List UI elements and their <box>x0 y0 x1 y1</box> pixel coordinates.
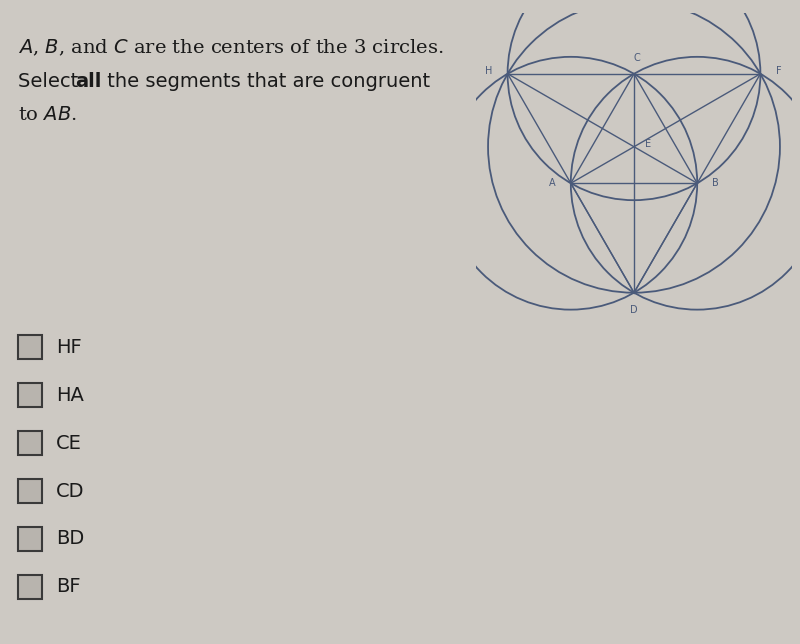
Bar <box>18 575 42 599</box>
Text: BF: BF <box>56 578 81 596</box>
Bar <box>18 479 42 503</box>
Text: D: D <box>630 305 638 315</box>
Text: H: H <box>485 66 492 76</box>
Text: HA: HA <box>56 386 84 404</box>
Text: Select: Select <box>18 72 85 91</box>
Bar <box>18 335 42 359</box>
Text: F: F <box>776 66 782 76</box>
Text: C: C <box>633 53 640 62</box>
Text: HF: HF <box>56 337 82 357</box>
Text: A: A <box>549 178 555 188</box>
Text: to $AB$.: to $AB$. <box>18 106 77 124</box>
Text: CD: CD <box>56 482 85 500</box>
Text: E: E <box>645 139 651 149</box>
Text: all: all <box>75 72 102 91</box>
Text: B: B <box>713 178 719 188</box>
Text: the segments that are congruent: the segments that are congruent <box>101 72 430 91</box>
Bar <box>18 431 42 455</box>
Bar <box>18 527 42 551</box>
Text: $A$, $B$, and $C$ are the centers of the 3 circles.: $A$, $B$, and $C$ are the centers of the… <box>18 38 443 58</box>
Bar <box>18 383 42 407</box>
Text: CE: CE <box>56 433 82 453</box>
Text: BD: BD <box>56 529 84 549</box>
